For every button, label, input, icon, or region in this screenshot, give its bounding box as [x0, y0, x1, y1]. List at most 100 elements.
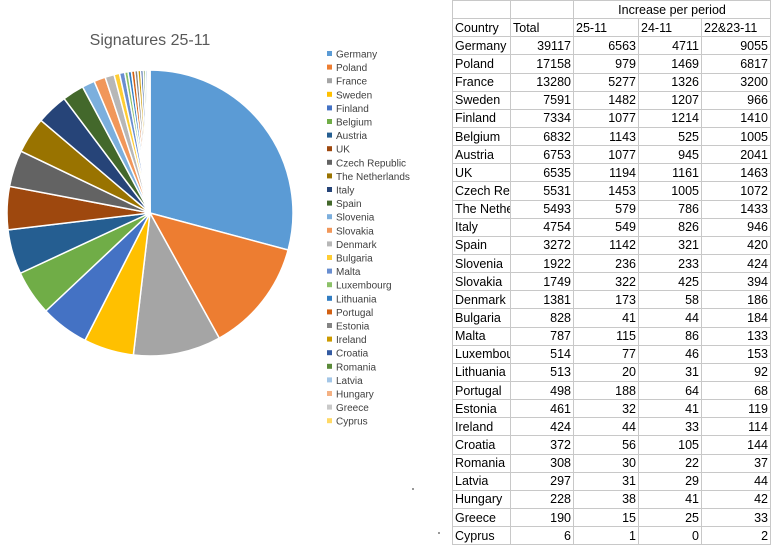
value-cell: 4754 — [511, 218, 574, 236]
value-cell: 105 — [639, 436, 702, 454]
legend-swatch — [327, 105, 332, 110]
value-cell: 1207 — [639, 91, 702, 109]
value-cell: 1453 — [574, 182, 639, 200]
value-cell: 41 — [574, 309, 639, 327]
value-cell: 1482 — [574, 91, 639, 109]
value-cell: 1077 — [574, 109, 639, 127]
country-cell: Hungary — [453, 490, 511, 508]
legend-label: Poland — [336, 63, 367, 74]
value-cell: 228 — [511, 490, 574, 508]
legend-label: Croatia — [336, 349, 369, 360]
country-cell: Romania — [453, 454, 511, 472]
country-cell: Poland — [453, 55, 511, 73]
value-cell: 22 — [639, 454, 702, 472]
value-cell: 42 — [702, 490, 771, 508]
value-cell: 173 — [574, 291, 639, 309]
value-cell: 17158 — [511, 55, 574, 73]
value-cell: 1161 — [639, 164, 702, 182]
legend-label: Luxembourg — [336, 281, 392, 292]
value-cell: 153 — [702, 345, 771, 363]
value-cell: 39117 — [511, 37, 574, 55]
country-cell: Latvia — [453, 472, 511, 490]
value-cell: 25 — [639, 508, 702, 526]
country-cell: Finland — [453, 109, 511, 127]
legend-swatch — [327, 146, 332, 151]
pie-chart: Signatures 25-11 GermanyPolandFranceSwed… — [0, 0, 450, 543]
value-cell: 186 — [702, 291, 771, 309]
value-cell: 979 — [574, 55, 639, 73]
country-cell: Bulgaria — [453, 309, 511, 327]
value-cell: 828 — [511, 309, 574, 327]
legend-label: Cyprus — [336, 417, 368, 428]
value-cell: 56 — [574, 436, 639, 454]
value-cell: 1922 — [511, 254, 574, 272]
column-header: Country — [453, 19, 511, 37]
value-cell: 787 — [511, 327, 574, 345]
value-cell: 44 — [574, 418, 639, 436]
value-cell: 5493 — [511, 200, 574, 218]
country-cell: Lithuania — [453, 363, 511, 381]
legend-label: Bulgaria — [336, 254, 373, 265]
value-cell: 513 — [511, 363, 574, 381]
country-cell: Estonia — [453, 400, 511, 418]
legend-label: Denmark — [336, 240, 378, 251]
legend-swatch — [327, 296, 332, 301]
column-header: 22&23-11 — [702, 19, 771, 37]
legend-label: Slovenia — [336, 213, 375, 224]
value-cell: 1463 — [702, 164, 771, 182]
table-super-header-row: Increase per period — [453, 1, 771, 19]
value-cell: 32 — [574, 400, 639, 418]
value-cell: 498 — [511, 381, 574, 399]
chart-title: Signatures 25-11 — [90, 32, 211, 49]
legend-label: Portugal — [336, 308, 373, 319]
country-cell: Ireland — [453, 418, 511, 436]
value-cell: 31 — [639, 363, 702, 381]
value-cell: 308 — [511, 454, 574, 472]
legend-swatch — [327, 350, 332, 355]
legend-label: Malta — [336, 267, 361, 278]
value-cell: 1 — [574, 527, 639, 545]
value-cell: 190 — [511, 508, 574, 526]
country-cell: Croatia — [453, 436, 511, 454]
table-super-header-spacer — [511, 1, 574, 19]
value-cell: 579 — [574, 200, 639, 218]
legend-swatch — [327, 187, 332, 192]
value-cell: 6817 — [702, 55, 771, 73]
value-cell: 786 — [639, 200, 702, 218]
value-cell: 1214 — [639, 109, 702, 127]
value-cell: 549 — [574, 218, 639, 236]
legend-label: Finland — [336, 104, 369, 115]
value-cell: 38 — [574, 490, 639, 508]
column-header: 24-11 — [639, 19, 702, 37]
country-cell: Denmark — [453, 291, 511, 309]
value-cell: 1077 — [574, 146, 639, 164]
value-cell: 945 — [639, 146, 702, 164]
value-cell: 5531 — [511, 182, 574, 200]
value-cell: 297 — [511, 472, 574, 490]
value-cell: 966 — [702, 91, 771, 109]
value-cell: 525 — [639, 127, 702, 145]
value-cell: 41 — [639, 400, 702, 418]
legend-swatch — [327, 78, 332, 83]
legend-label: Italy — [336, 186, 354, 197]
value-cell: 1005 — [639, 182, 702, 200]
value-cell: 322 — [574, 273, 639, 291]
value-cell: 1381 — [511, 291, 574, 309]
table-super-header: Increase per period — [574, 1, 771, 19]
country-cell: Malta — [453, 327, 511, 345]
